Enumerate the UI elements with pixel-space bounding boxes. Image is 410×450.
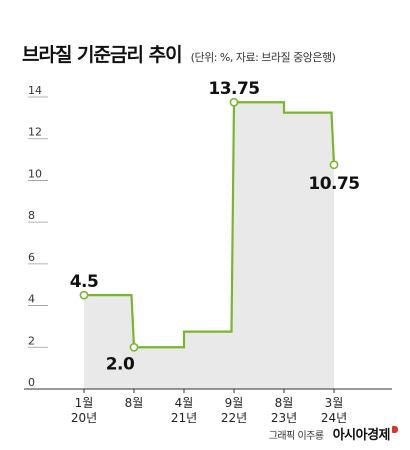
y-tick-label: 10: [28, 167, 42, 180]
data-point-marker: [329, 160, 339, 170]
brand-logo-text: 아시아경제: [332, 428, 391, 443]
y-tick-label: 6: [28, 251, 35, 264]
y-tick-label: 8: [28, 209, 35, 222]
data-value-label: 2.0: [106, 354, 135, 374]
x-tick-label-month: 1월: [75, 396, 94, 410]
credit-line: 그래픽 이주룡 아시아경제: [269, 424, 398, 443]
y-tick-label: 12: [28, 126, 42, 139]
graphic-credit: 그래픽 이주룡: [268, 431, 324, 442]
x-tick-label-month: 3월: [325, 396, 344, 410]
x-tick-label-year: 21년: [171, 411, 197, 425]
y-tick-label: 2: [28, 334, 35, 347]
x-tick-label-month: 4월: [175, 396, 194, 410]
chart-title: 브라질 기준금리 추이: [22, 44, 183, 66]
y-tick-label: 0: [28, 376, 35, 389]
rate-step-line: [84, 101, 336, 349]
chart-subtitle: (단위: %, 자료: 브라질 중앙은행): [190, 51, 336, 64]
data-value-label: 4.5: [70, 272, 99, 292]
x-tick-label-year: 20년: [71, 411, 97, 425]
x-tick-label-year: 22년: [221, 411, 247, 425]
x-tick-label-month: 9월: [225, 396, 244, 410]
area-fill: [84, 102, 334, 389]
data-point-marker: [229, 97, 239, 107]
data-value-label: 13.75: [208, 79, 259, 99]
brand-mark-icon: [392, 426, 398, 433]
x-tick-label-month: 8월: [275, 396, 294, 410]
chart-title-row: 브라질 기준금리 추이 (단위: %, 자료: 브라질 중앙은행): [22, 40, 336, 67]
data-point-marker: [129, 342, 139, 352]
data-value-label: 10.75: [308, 174, 359, 194]
x-tick-label-month: 8월: [125, 396, 144, 410]
x-tick-label-year: 23년: [271, 411, 297, 425]
y-tick-label: 4: [28, 293, 35, 306]
x-tick-label-year: 24년: [321, 411, 347, 425]
y-tick-label: 14: [28, 84, 42, 97]
data-point-marker: [79, 290, 89, 300]
